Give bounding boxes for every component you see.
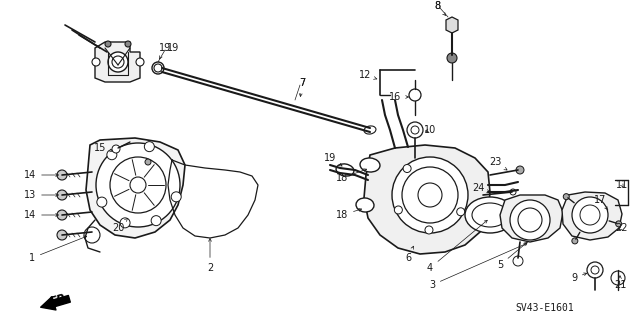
Text: 10: 10 [424, 125, 436, 135]
Circle shape [57, 170, 67, 180]
Circle shape [392, 157, 468, 233]
Text: 17: 17 [594, 195, 608, 210]
Circle shape [145, 159, 151, 165]
Text: 8: 8 [434, 1, 445, 15]
Text: 7: 7 [299, 78, 305, 96]
Text: 19: 19 [159, 43, 171, 59]
Ellipse shape [336, 164, 354, 176]
Ellipse shape [465, 197, 515, 233]
Circle shape [110, 157, 166, 213]
Circle shape [409, 89, 421, 101]
Text: 19: 19 [167, 43, 179, 53]
Circle shape [403, 165, 411, 173]
Circle shape [105, 41, 111, 47]
Circle shape [145, 142, 154, 152]
Circle shape [516, 166, 524, 174]
Circle shape [152, 62, 164, 74]
Text: 18: 18 [336, 169, 367, 183]
Text: 7: 7 [299, 78, 305, 88]
Text: 6: 6 [405, 246, 413, 263]
Text: 5: 5 [497, 242, 527, 270]
Text: 9: 9 [571, 273, 587, 283]
Ellipse shape [472, 203, 508, 227]
Circle shape [572, 238, 578, 244]
Polygon shape [562, 192, 622, 240]
Text: 16: 16 [389, 92, 408, 102]
Circle shape [120, 218, 130, 228]
Circle shape [112, 145, 120, 153]
Circle shape [402, 167, 458, 223]
Text: 21: 21 [614, 276, 626, 290]
Circle shape [407, 122, 423, 138]
Text: 8: 8 [434, 1, 440, 11]
Polygon shape [500, 195, 563, 242]
Text: 1: 1 [29, 236, 86, 263]
Polygon shape [86, 138, 185, 238]
Polygon shape [364, 145, 490, 254]
Circle shape [97, 197, 107, 207]
Circle shape [112, 56, 124, 68]
Circle shape [154, 64, 162, 72]
Ellipse shape [356, 198, 374, 212]
Text: 14: 14 [24, 210, 58, 220]
Circle shape [57, 230, 67, 240]
Circle shape [457, 208, 465, 216]
Text: 3: 3 [429, 243, 527, 290]
Circle shape [447, 53, 457, 63]
Circle shape [57, 190, 67, 200]
Circle shape [411, 126, 419, 134]
Text: 20: 20 [112, 218, 128, 233]
Circle shape [510, 189, 516, 195]
Polygon shape [446, 17, 458, 33]
Text: 24: 24 [472, 183, 490, 193]
Circle shape [172, 192, 181, 202]
Circle shape [580, 205, 600, 225]
Text: 14: 14 [24, 170, 58, 180]
Circle shape [591, 266, 599, 274]
Circle shape [84, 227, 100, 243]
FancyArrowPatch shape [41, 295, 70, 310]
Ellipse shape [364, 126, 376, 134]
Circle shape [513, 256, 523, 266]
Circle shape [425, 226, 433, 234]
Text: 19: 19 [324, 153, 342, 166]
Circle shape [107, 150, 117, 160]
Text: 11: 11 [616, 180, 628, 190]
Circle shape [125, 41, 131, 47]
Circle shape [518, 208, 542, 232]
Circle shape [510, 200, 550, 240]
Circle shape [616, 221, 621, 227]
Circle shape [96, 143, 180, 227]
Circle shape [587, 262, 603, 278]
Text: 4: 4 [427, 220, 487, 273]
Text: 22: 22 [616, 223, 628, 233]
Circle shape [394, 206, 403, 214]
Text: 18: 18 [336, 209, 362, 220]
Circle shape [572, 197, 608, 233]
Text: SV43-E1601: SV43-E1601 [516, 303, 574, 313]
Text: 12: 12 [359, 70, 377, 80]
Text: 2: 2 [207, 239, 213, 273]
Polygon shape [95, 42, 140, 82]
Circle shape [563, 194, 569, 200]
Circle shape [418, 183, 442, 207]
Text: 13: 13 [24, 190, 58, 200]
Circle shape [611, 271, 625, 285]
Text: FR.: FR. [48, 291, 72, 309]
Circle shape [130, 177, 146, 193]
Text: 15: 15 [94, 143, 113, 153]
Circle shape [92, 58, 100, 66]
Circle shape [136, 58, 144, 66]
Circle shape [108, 52, 128, 72]
Circle shape [151, 216, 161, 226]
Ellipse shape [360, 158, 380, 172]
Text: 23: 23 [489, 157, 507, 170]
Circle shape [57, 210, 67, 220]
